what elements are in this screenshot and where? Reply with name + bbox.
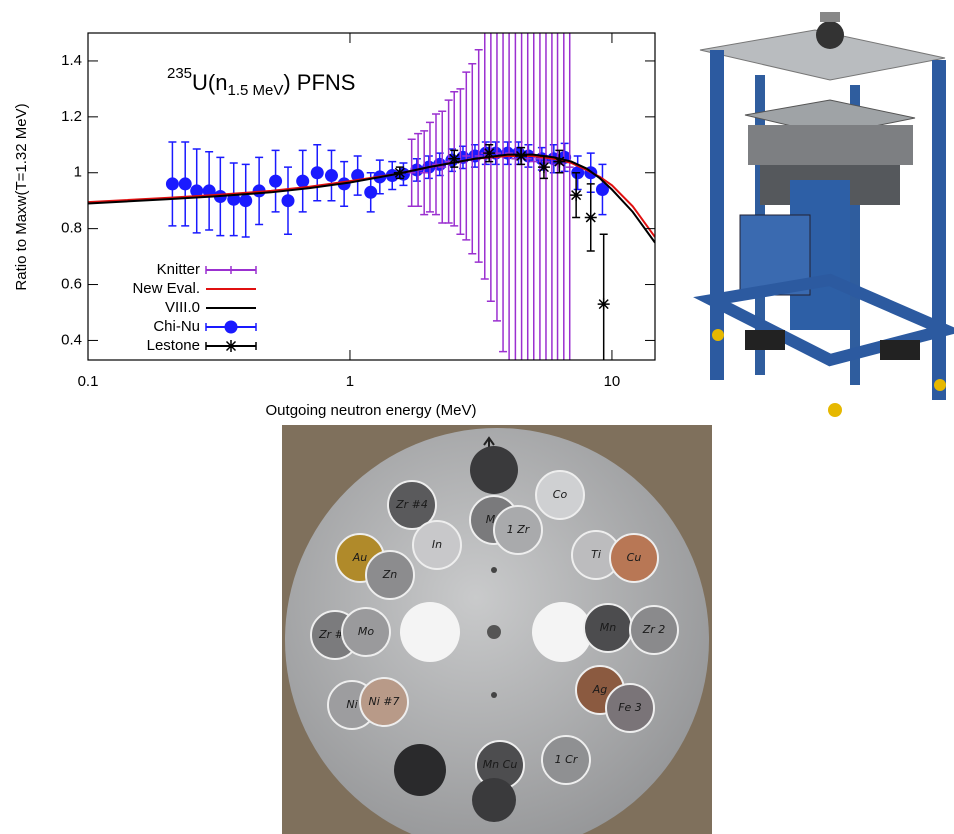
foil <box>365 550 415 600</box>
legend-label: New Eval. <box>132 280 200 297</box>
y-tick-label: 1.2 <box>61 108 82 125</box>
y-axis-label: Ratio to Maxw(T=1.32 MeV) <box>13 103 30 290</box>
x-axis-label: Outgoing neutron energy (MeV) <box>266 402 477 419</box>
foil <box>394 744 446 796</box>
foil-label: Zr 2 <box>642 623 666 636</box>
foil-label: Ni <box>346 698 357 711</box>
star-marker <box>537 161 550 174</box>
foil <box>412 520 462 570</box>
y-tick-label: 0.6 <box>61 276 82 293</box>
title-end: ) PFNS <box>283 70 355 95</box>
foil-label: Co <box>553 488 568 501</box>
legend-cap <box>205 266 257 274</box>
foil-label: Mn <box>600 621 616 634</box>
legend-label: VIII.0 <box>165 299 200 316</box>
circle-marker <box>310 166 324 180</box>
circle-marker <box>324 169 338 183</box>
plot-frame <box>87 32 656 361</box>
y-tick-label: 1.4 <box>61 52 82 69</box>
chart-title: 235U(n1.5 MeV) PFNS <box>167 65 355 99</box>
y-tick-label: 0.4 <box>61 331 82 348</box>
star-marker <box>448 152 461 165</box>
foil-label: Zr #4 <box>395 498 428 511</box>
circle-marker <box>364 185 378 199</box>
star-marker <box>597 298 610 311</box>
foil <box>493 505 543 555</box>
foil-label: 1 Zr <box>507 523 531 536</box>
foil <box>472 778 516 822</box>
legend-label: Chi-Nu <box>153 318 200 335</box>
title-superscript: 235 <box>167 65 192 82</box>
legend: Knitter New Eval. VIII.0 Chi-Nu Lestone <box>132 261 257 354</box>
circle-marker <box>178 177 192 191</box>
foil <box>609 533 659 583</box>
foil-label: Ag <box>592 683 608 696</box>
curve <box>88 153 655 244</box>
x-tick-label: 1 <box>346 373 354 390</box>
foil-label: Mn Cu <box>483 758 518 771</box>
circle-marker <box>239 194 253 208</box>
foil-label: In <box>432 538 442 551</box>
foil-label: Fe 3 <box>618 701 642 714</box>
star-marker <box>515 149 528 162</box>
circle-marker <box>595 183 609 197</box>
legend-label: Knitter <box>157 261 200 278</box>
foil <box>541 735 591 785</box>
foil-label: Au <box>352 551 368 564</box>
star-marker <box>225 340 237 352</box>
circle-marker <box>269 174 283 188</box>
y-tick-label: 0.8 <box>61 220 82 237</box>
foil <box>359 677 409 727</box>
circle-marker <box>190 184 204 198</box>
title-main: U(n <box>192 70 227 95</box>
star-marker <box>393 166 406 179</box>
foil <box>629 605 679 655</box>
y-tick-label: 1 <box>74 164 82 181</box>
legend-label: Lestone <box>147 337 200 354</box>
star-marker <box>570 189 583 202</box>
foil-label: Ti <box>591 548 601 561</box>
foil-label: Zn <box>382 568 398 581</box>
legend-cap <box>205 342 257 350</box>
circle-marker <box>296 174 310 188</box>
legend-marker <box>224 320 238 334</box>
foil <box>535 470 585 520</box>
foil <box>341 607 391 657</box>
foil <box>605 683 655 733</box>
x-tick-label: 0.1 <box>78 373 99 390</box>
chart: 235U(n1.5 MeV) PFNS Outgoing neutron ene… <box>13 32 656 419</box>
circle-marker <box>165 177 179 191</box>
foil-label: Mo <box>358 625 374 638</box>
title-subscript: 1.5 MeV <box>227 82 283 99</box>
star-marker <box>553 155 566 168</box>
foil <box>387 480 437 530</box>
foil-label: Ni #7 <box>369 695 400 708</box>
x-tick-label: 10 <box>604 373 621 390</box>
star-marker <box>483 147 496 160</box>
apparatus-photo <box>690 0 954 425</box>
star-marker <box>584 211 597 224</box>
legend-cap <box>205 323 257 331</box>
foil-label: Cu <box>627 551 642 564</box>
foil <box>470 446 518 494</box>
foil-label: 1 Cr <box>555 753 579 766</box>
circle-marker <box>281 194 295 208</box>
